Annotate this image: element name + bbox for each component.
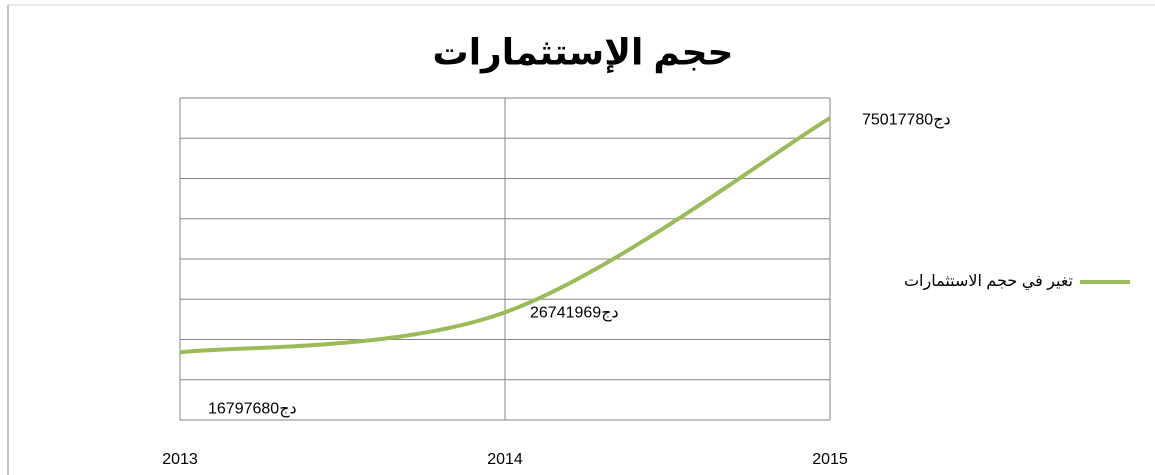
- x-tick-label: 2013: [162, 451, 198, 468]
- chart-title: حجم الإستثمارات: [433, 32, 734, 74]
- x-tick-label: 2015: [812, 451, 848, 468]
- data-label: دج75017780: [862, 111, 951, 129]
- x-tick-label: 2014: [487, 451, 523, 468]
- data-label: دج26741969: [530, 305, 619, 323]
- data-line: [179, 116, 832, 355]
- legend-label: تغير في حجم الاستثمارات: [904, 273, 1073, 291]
- data-label: دج16797680: [208, 401, 297, 419]
